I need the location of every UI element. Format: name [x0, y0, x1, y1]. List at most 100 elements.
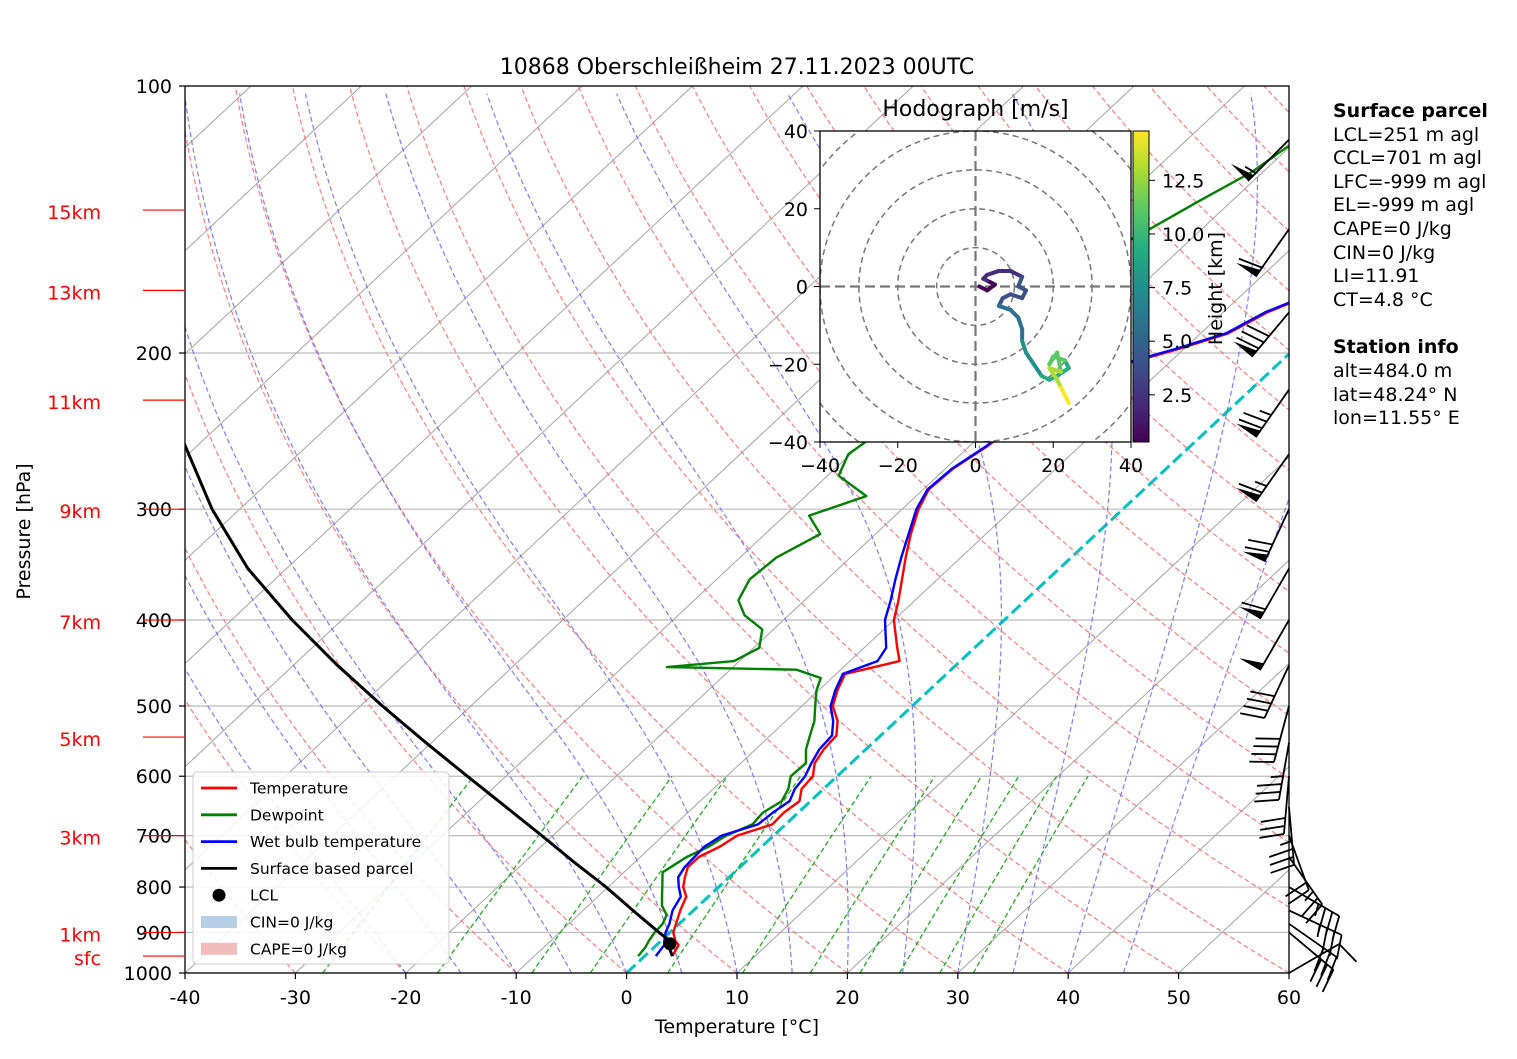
y-tick-label: 1000: [124, 963, 172, 985]
hodograph-segment: [985, 268, 1001, 277]
wind-barb: [1236, 228, 1290, 278]
y-tick-label: 900: [136, 922, 172, 944]
wetbulb-line: [654, 301, 1289, 957]
isotherm-line: [185, 86, 473, 355]
legend-swatch-lcl: [212, 888, 226, 902]
hodograph-segment: [1020, 338, 1029, 355]
moist-adiabat-line: [185, 325, 572, 973]
colorbar-tick-label: 12.5: [1162, 170, 1204, 192]
x-tick-label: -10: [501, 987, 532, 1009]
dry-adiabat-line: [1034, 86, 1289, 351]
legend-label-wetbulb: Wet bulb temperature: [250, 833, 421, 851]
temperature-line: [671, 302, 1289, 957]
isotherm-line: [1067, 765, 1289, 973]
hodograph-segment: [1047, 366, 1060, 382]
legend-label-cin: CIN=0 J/kg: [250, 914, 333, 932]
wind-barb: [1259, 776, 1290, 839]
mixing-ratio-line: [898, 775, 1020, 973]
dry-adiabat-line: [406, 86, 1179, 973]
hodograph-x-tick-label: −20: [878, 455, 918, 477]
hodograph-x-tick-label: 0: [969, 455, 981, 477]
x-tick-label: 50: [1167, 987, 1191, 1009]
legend-label-dewpoint: Dewpoint: [250, 806, 324, 824]
hodograph-segment: [996, 303, 1013, 312]
zero-isotherm-line: [625, 351, 1289, 973]
isotherm-line: [736, 456, 1289, 973]
colorbar-tick-label: 2.5: [1162, 385, 1192, 407]
height-tick-label: 11km: [47, 392, 101, 414]
hodograph-segment: [1008, 268, 1025, 279]
hodograph-colorbar: [1132, 130, 1150, 443]
mixing-ratio-line: [809, 775, 936, 973]
isotherm-line: [847, 559, 1289, 973]
isotherm-line: [185, 86, 914, 768]
dry-adiabat-line: [577, 86, 1289, 843]
colorbar-label: Height [km]: [1205, 232, 1227, 345]
mixing-ratio-line: [939, 775, 1058, 973]
isotherm-line: [515, 250, 1289, 973]
surface-parcel-ccl: CCL=701 m agl: [1333, 147, 1482, 170]
hodograph-y-tick-label: 0: [796, 277, 808, 299]
mixing-ratio-line: [589, 775, 728, 973]
height-tick-label: 13km: [47, 282, 101, 304]
legend-label-lcl: LCL: [250, 887, 278, 905]
moist-adiabat-line: [1067, 93, 1259, 973]
dry-adiabat-line: [1091, 86, 1289, 292]
surface-parcel-el: EL=-999 m agl: [1333, 194, 1475, 217]
surface-parcel-cin: CIN=0 J/kg: [1333, 241, 1436, 264]
station-info-lon: lon=11.55° E: [1333, 407, 1460, 430]
legend-swatch-cape: [201, 942, 237, 955]
x-tick-label: 10: [725, 987, 749, 1009]
moist-adiabat-line: [239, 93, 683, 973]
surface-parcel-heading: Surface parcel: [1333, 100, 1488, 122]
wind-barb: [1233, 311, 1290, 358]
height-tick-label: 7km: [59, 612, 101, 634]
hodograph-segment: [1031, 362, 1044, 378]
wind-barb: [1231, 139, 1290, 182]
isotherm-line: [185, 86, 693, 562]
hodograph-y-tick-label: 40: [784, 121, 808, 143]
y-tick-label: 100: [136, 76, 172, 98]
wind-barb: [1236, 389, 1290, 438]
hodograph-x-tick-label: 40: [1119, 455, 1143, 477]
wind-barb: [1268, 807, 1295, 874]
y-tick-label: 600: [136, 766, 172, 788]
x-tick-label: -40: [169, 987, 200, 1009]
height-tick-label: 9km: [59, 501, 101, 523]
isotherm-line: [185, 86, 583, 458]
colorbar-tick-label: 7.5: [1162, 278, 1192, 300]
x-tick-label: -30: [280, 987, 311, 1009]
legend-label-cape: CAPE=0 J/kg: [250, 940, 347, 958]
wind-barb: [1236, 453, 1290, 503]
wind-barb: [1239, 619, 1290, 671]
hodograph-title: Hodograph [m/s]: [882, 97, 1068, 122]
x-tick-label: 60: [1277, 987, 1301, 1009]
mixing-ratio-line: [531, 775, 673, 973]
surface-parcel-cape: CAPE=0 J/kg: [1333, 217, 1452, 240]
y-tick-label: 300: [136, 499, 172, 521]
hodograph-y-tick-label: −40: [768, 432, 808, 454]
surface-parcel-li: LI=11.91: [1333, 265, 1420, 288]
info-panel: Surface parcel LCL=251 m agl CCL=701 m a…: [1333, 100, 1488, 431]
legend-box: [192, 771, 450, 965]
y-tick-label: 800: [136, 877, 172, 899]
hodograph-ring: [935, 246, 1016, 327]
legend-label-parcel: Surface based parcel: [250, 860, 413, 878]
mixing-ratio-line: [859, 775, 983, 973]
dry-adiabat-line: [349, 86, 1069, 973]
hodograph-x-tick-label: 20: [1041, 455, 1065, 477]
surface-parcel-ct: CT=4.8 °C: [1333, 288, 1433, 311]
hodograph-y-tick-label: −20: [768, 354, 808, 376]
lcl-marker: [663, 937, 677, 951]
height-tick-label: 3km: [59, 828, 101, 850]
moist-adiabat-line: [1011, 93, 1113, 973]
x-tick-label: 20: [835, 987, 859, 1009]
moist-adiabat-line: [1122, 496, 1289, 973]
x-tick-label: 30: [946, 987, 970, 1009]
hodograph-segment: [1062, 393, 1071, 406]
isotherm-line: [957, 662, 1289, 973]
y-tick-label: 200: [136, 343, 172, 365]
x-tick-label: 40: [1056, 987, 1080, 1009]
wind-barb: [1239, 568, 1290, 620]
dry-adiabat-line: [520, 86, 1289, 908]
